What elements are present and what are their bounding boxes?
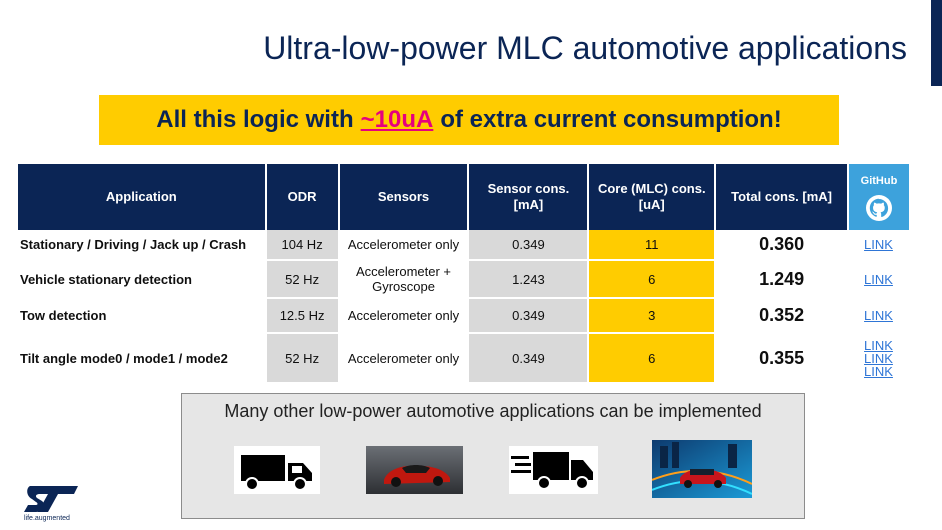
logo-tagline: life.augmented (24, 515, 70, 522)
cell-application: Vehicle stationary detection (18, 260, 267, 299)
header-github: GitHub (848, 164, 909, 230)
cell-core-cons: 11 (588, 230, 717, 261)
slide-title: Ultra-low-power MLC automotive applicati… (263, 30, 907, 66)
github-icon (866, 195, 892, 221)
cell-odr: 52 Hz (265, 260, 340, 299)
banner-prefix: All this logic with (156, 106, 354, 133)
other-applications-caption: Many other low-power automotive applicat… (224, 401, 762, 421)
cell-sensor-cons: 0.349 (468, 230, 590, 261)
racing-car-illustration (652, 440, 752, 498)
applications-table: Application ODR Sensors Sensor cons. [mA… (18, 164, 910, 384)
cell-total-cons: 0.360 (715, 230, 849, 261)
table-row: Tilt angle mode0 / mode1 / mode2 52 Hz A… (18, 333, 910, 384)
red-sports-car-photo (366, 446, 463, 494)
highlight-banner: All this logic with ~10uA of extra curre… (99, 95, 839, 145)
cell-sensor-cons: 0.349 (468, 298, 590, 334)
other-applications-box: Many other low-power automotive applicat… (181, 393, 805, 519)
cell-links: LINK (848, 260, 910, 299)
cell-sensors: Accelerometer only (338, 230, 470, 261)
cell-core-cons: 6 (588, 260, 717, 299)
cell-links: LINK (848, 230, 910, 261)
cell-application: Stationary / Driving / Jack up / Crash (18, 230, 267, 261)
cell-sensors: Accelerometer + Gyroscope (338, 260, 470, 299)
cell-odr: 12.5 Hz (265, 298, 340, 334)
st-logo (24, 486, 78, 512)
github-link[interactable]: LINK (864, 363, 893, 379)
header-odr: ODR (265, 164, 340, 230)
table-row: Tow detection 12.5 Hz Accelerometer only… (18, 298, 910, 334)
header-github-label: GitHub (860, 175, 898, 187)
corner-accent-tab (931, 0, 942, 86)
header-sensors: Sensors (338, 164, 470, 230)
table-row: Vehicle stationary detection 52 Hz Accel… (18, 260, 910, 299)
header-sensor-cons: Sensor cons. [mA] (468, 164, 590, 230)
github-link[interactable]: LINK (864, 350, 893, 366)
cell-odr: 52 Hz (265, 333, 340, 384)
cell-application: Tow detection (18, 298, 267, 334)
cell-sensor-cons: 0.349 (468, 333, 590, 384)
cell-links: LINK LINK LINK (848, 333, 910, 384)
github-link[interactable]: LINK (864, 237, 893, 252)
truck-icon (234, 446, 320, 494)
header-core-cons: Core (MLC) cons. [uA] (588, 164, 717, 230)
github-link[interactable]: LINK (864, 337, 893, 353)
banner-highlight-value: ~10uA (360, 106, 434, 133)
cell-total-cons: 1.249 (715, 260, 849, 299)
table-row: Stationary / Driving / Jack up / Crash 1… (18, 230, 910, 261)
cell-links: LINK (848, 298, 910, 334)
banner-suffix: of extra current consumption! (440, 106, 782, 133)
cell-application: Tilt angle mode0 / mode1 / mode2 (18, 333, 267, 384)
cell-total-cons: 0.352 (715, 298, 849, 334)
cell-sensor-cons: 1.243 (468, 260, 590, 299)
header-application: Application (18, 164, 267, 230)
cell-core-cons: 3 (588, 298, 717, 334)
cell-odr: 104 Hz (265, 230, 340, 261)
cell-total-cons: 0.355 (715, 333, 849, 384)
github-link[interactable]: LINK (864, 271, 893, 287)
table-header-row: Application ODR Sensors Sensor cons. [mA… (18, 164, 909, 230)
cell-sensors: Accelerometer only (338, 333, 470, 384)
cell-core-cons: 6 (588, 333, 717, 384)
fast-delivery-truck-icon (509, 446, 598, 494)
header-total-cons: Total cons. [mA] (715, 164, 849, 230)
github-link[interactable]: LINK (864, 308, 893, 323)
cell-sensors: Accelerometer only (338, 298, 470, 334)
